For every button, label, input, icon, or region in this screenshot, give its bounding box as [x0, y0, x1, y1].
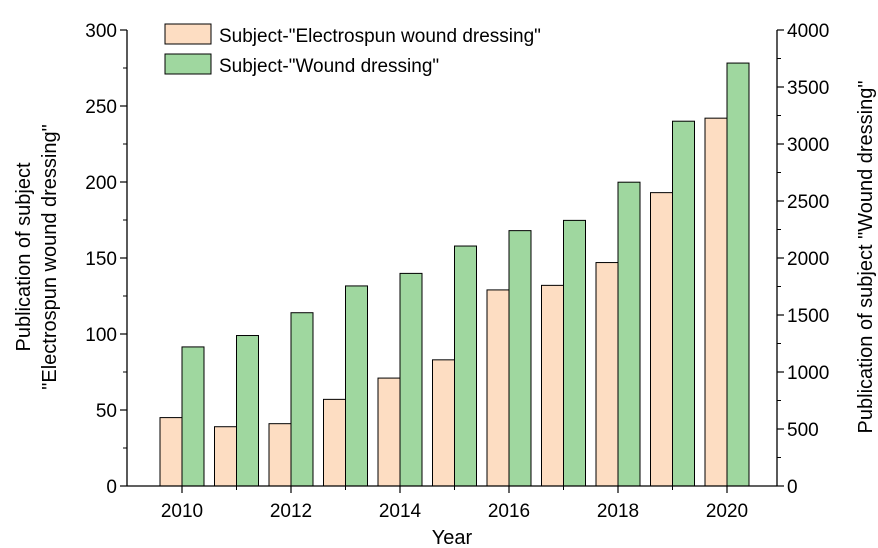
legend-swatch-wound [165, 54, 211, 74]
bar-electrospun-2012 [269, 424, 291, 486]
x-tick-label-2012: 2012 [270, 501, 312, 522]
bar-electrospun-2018 [596, 263, 618, 486]
bar-electrospun-2011 [215, 427, 237, 486]
bar-wound-2019 [673, 121, 695, 486]
right-tick-label-3000: 3000 [787, 135, 829, 156]
left-tick-label-300: 300 [85, 21, 117, 42]
left-axis-title-line2: "Electrospun wound dressing" [39, 124, 61, 389]
right-tick-label-1000: 1000 [787, 363, 829, 384]
bar-wound-2017 [564, 220, 586, 486]
left-tick-label-50: 50 [96, 401, 117, 422]
bar-electrospun-2020 [705, 118, 727, 486]
x-tick-label-2016: 2016 [488, 501, 530, 522]
right-tick-label-2000: 2000 [787, 249, 829, 270]
legend: Subject-"Electrospun wound dressing" Sub… [165, 24, 541, 77]
x-tick-label-2010: 2010 [161, 501, 203, 522]
bar-wound-2014 [400, 273, 422, 486]
bar-wound-2020 [727, 63, 749, 486]
left-tick-label-250: 250 [85, 97, 117, 118]
bar-electrospun-2013 [324, 399, 346, 486]
bar-wound-2011 [237, 336, 259, 486]
bar-wound-2013 [346, 286, 368, 486]
bar-wound-2018 [618, 182, 640, 486]
bars-group [160, 63, 749, 486]
left-tick-label-200: 200 [85, 173, 117, 194]
bar-wound-2012 [291, 313, 313, 486]
bar-wound-2010 [182, 347, 204, 486]
right-tick-label-1500: 1500 [787, 306, 829, 327]
bar-electrospun-2017 [542, 285, 564, 486]
right-tick-label-2500: 2500 [787, 192, 829, 213]
x-axis-title: Year [432, 527, 473, 548]
x-tick-label-2020: 2020 [706, 501, 748, 522]
left-axis-title-line1: Publication of subject [13, 162, 35, 351]
bar-wound-2015 [455, 246, 477, 486]
bar-electrospun-2015 [433, 360, 455, 486]
left-tick-label-0: 0 [106, 477, 117, 498]
bar-electrospun-2014 [378, 378, 400, 486]
right-tick-label-4000: 4000 [787, 21, 829, 42]
right-axis-title: Publication of subject "Wound dressing" [855, 81, 877, 434]
legend-label-wound: Subject-"Wound dressing" [219, 56, 439, 77]
bar-wound-2016 [509, 231, 531, 486]
legend-swatch-electrospun [165, 24, 211, 44]
right-tick-label-3500: 3500 [787, 78, 829, 99]
bar-electrospun-2010 [160, 418, 182, 486]
left-tick-label-150: 150 [85, 249, 117, 270]
legend-label-electrospun: Subject-"Electrospun wound dressing" [219, 26, 541, 47]
right-tick-label-0: 0 [787, 477, 798, 498]
x-tick-label-2018: 2018 [597, 501, 639, 522]
bar-electrospun-2016 [487, 290, 509, 486]
x-tick-label-2014: 2014 [379, 501, 422, 522]
left-tick-label-100: 100 [85, 325, 117, 346]
bar-electrospun-2019 [651, 193, 673, 486]
right-tick-label-500: 500 [787, 420, 819, 441]
